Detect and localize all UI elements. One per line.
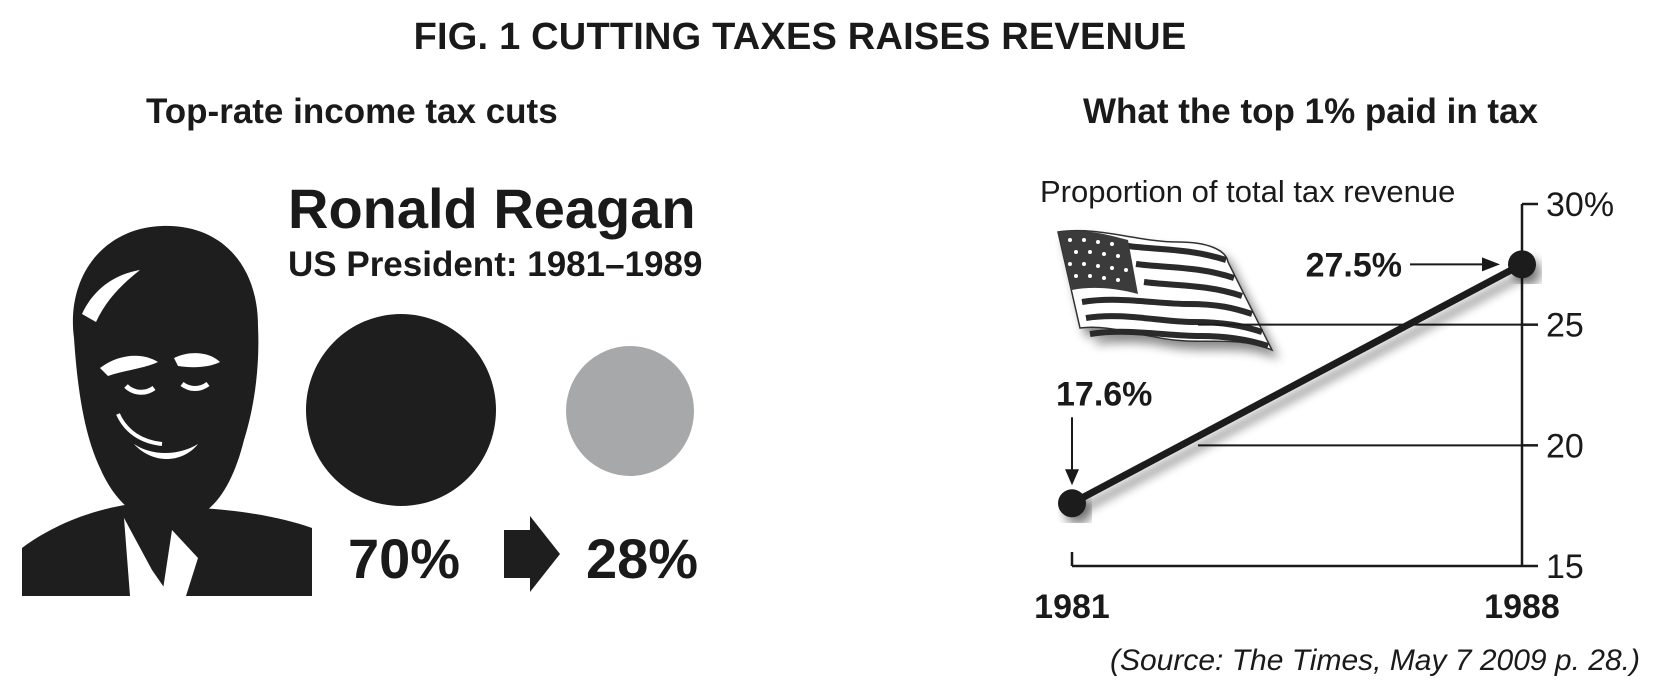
rate-after-circle: [566, 346, 694, 476]
left-panel-title: Top-rate income tax cuts: [146, 92, 558, 131]
right-arrow-icon: [504, 516, 560, 592]
y-tick-label: 15: [1546, 548, 1584, 586]
rate-before-circle: [306, 314, 496, 506]
person-name: Ronald Reagan: [288, 177, 696, 240]
data-label: 27.5%: [1306, 246, 1402, 284]
chart-subtitle: Proportion of total tax revenue: [1040, 174, 1455, 209]
source-note: (Source: The Times, May 7 2009 p. 28.): [1110, 644, 1640, 677]
x-tick-label: 1988: [1484, 588, 1560, 626]
data-point: [1508, 250, 1536, 279]
y-tick-label: 30%: [1546, 186, 1614, 224]
person-role: US President: 1981–1989: [288, 245, 703, 284]
rate-before-label: 70%: [348, 527, 461, 590]
rate-after-label: 28%: [586, 527, 699, 590]
annotation-arrow-head: [1482, 257, 1500, 272]
x-tick-label: 1981: [1034, 588, 1110, 626]
series-line: [1068, 260, 1526, 507]
data-label: 17.6%: [1056, 375, 1152, 413]
portrait-silhouette-icon: [22, 225, 312, 596]
figure-title: FIG. 1 CUTTING TAXES RAISES REVENUE: [413, 16, 1187, 58]
y-tick-label: 25: [1546, 307, 1584, 345]
y-tick-label: 20: [1546, 427, 1584, 465]
chart-title: What the top 1% paid in tax: [1083, 92, 1539, 131]
us-flag-icon: [1057, 229, 1274, 352]
data-point: [1058, 489, 1086, 518]
annotation-arrow-head: [1065, 469, 1079, 486]
